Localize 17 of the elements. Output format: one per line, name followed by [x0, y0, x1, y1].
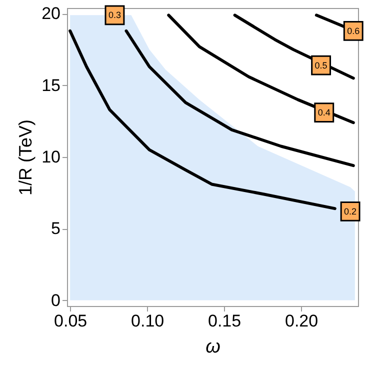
x-axis-title: ω — [206, 336, 221, 358]
annotation: 0.5 — [314, 60, 328, 70]
x-tick-label: 0.15 — [208, 312, 242, 330]
y-tick-label: 10 — [42, 148, 60, 166]
y-axis-title: 1/R (TeV) — [16, 119, 36, 196]
y-tick-label: 15 — [42, 76, 60, 95]
x-tick-label: 0.20 — [284, 312, 318, 330]
x-tick-label: 0.10 — [131, 312, 164, 330]
y-tick-label: 20 — [42, 4, 60, 24]
y-tick-label: 5 — [51, 219, 60, 238]
y-tick-label: 0 — [51, 290, 60, 310]
line-series — [68, 29, 336, 210]
annotation: 0.2 — [344, 206, 357, 216]
annotation: 0.3 — [108, 10, 121, 20]
annotation: 0.6 — [347, 26, 360, 36]
x-tick-label: 0.05 — [54, 312, 88, 330]
annotation: 0.4 — [318, 108, 330, 118]
